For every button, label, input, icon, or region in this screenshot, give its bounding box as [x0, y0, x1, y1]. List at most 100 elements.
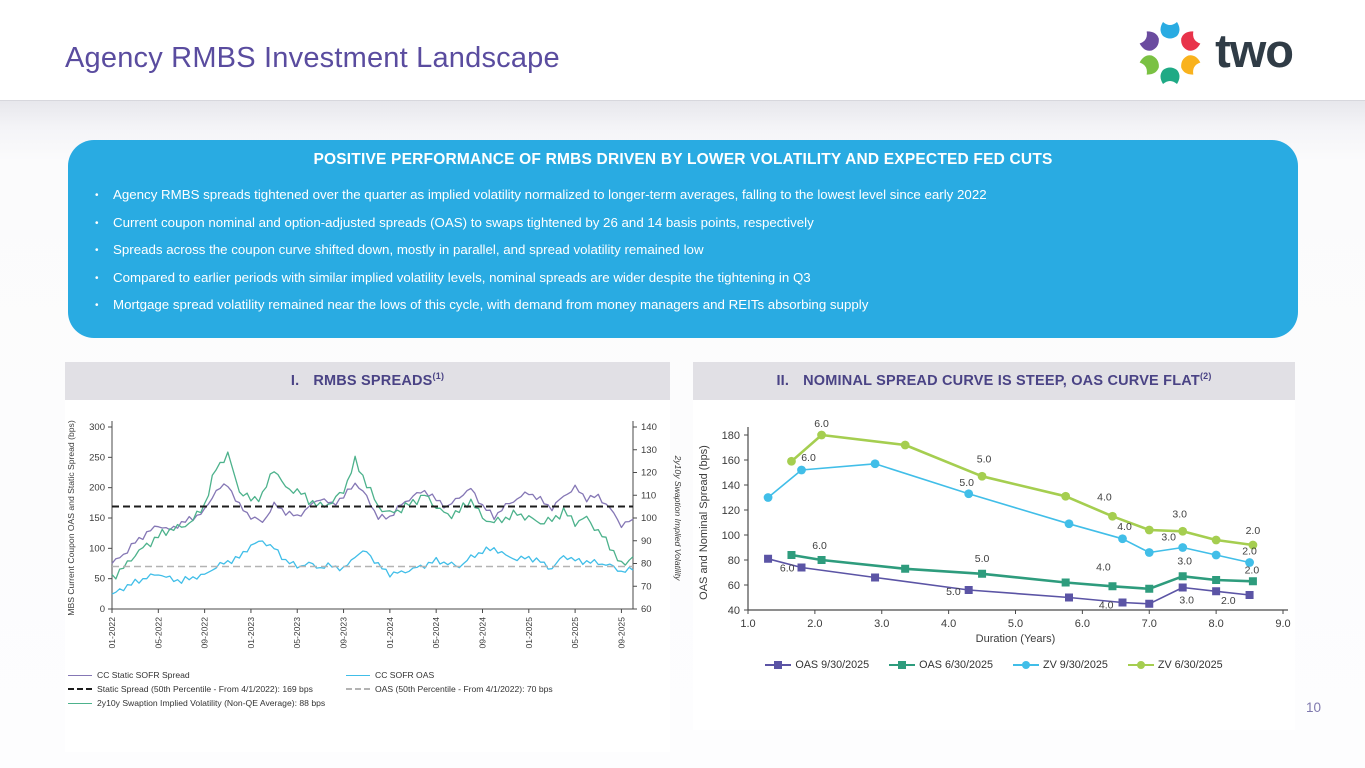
svg-text:6.0: 6.0	[801, 452, 816, 464]
legend-item: ZV 6/30/2025	[1127, 657, 1223, 673]
footnote-marker-1: (1)	[432, 371, 445, 382]
panel-left-header: I. RMBS SPREADS(1)	[65, 362, 670, 400]
panel-right-header: II. NOMINAL SPREAD CURVE IS STEEP, OAS C…	[693, 362, 1295, 400]
svg-text:4.0: 4.0	[1096, 561, 1111, 573]
legend-item: 2y10y Swaption Implied Volatility (Non-Q…	[68, 696, 344, 710]
legend-label: 2y10y Swaption Implied Volatility (Non-Q…	[97, 698, 326, 708]
svg-text:5.0: 5.0	[959, 477, 974, 489]
legend-column-2: CC SOFR OAS OAS (50th Percentile - From 4…	[346, 668, 646, 696]
svg-text:120: 120	[641, 468, 657, 479]
svg-text:2y10y Swaption Implied Volatil: 2y10y Swaption Implied Volatility	[673, 455, 683, 582]
svg-text:300: 300	[89, 422, 105, 433]
svg-text:8.0: 8.0	[1208, 618, 1223, 630]
panel-left-body: 0 50 100 150 200 250 300 60 70 80 90 100 110 120 130 14…	[65, 400, 683, 752]
rmbs-spreads-chart: 0 50 100 150 200 250 300 60 70 80 90 100 110 120 130 14…	[66, 420, 683, 649]
svg-text:70: 70	[641, 581, 652, 592]
svg-text:2.0: 2.0	[807, 618, 822, 630]
circle-marker-swatch	[1127, 660, 1154, 670]
svg-text:50: 50	[94, 574, 105, 585]
line-swatch	[346, 674, 370, 676]
callout-bullet-3: Spreads across the coupon curve shifted …	[68, 236, 1298, 264]
svg-text:OAS and Nominal Spread (bps): OAS and Nominal Spread (bps)	[698, 445, 710, 600]
summary-callout: POSITIVE PERFORMANCE OF RMBS DRIVEN BY L…	[68, 140, 1298, 338]
svg-text:3.0: 3.0	[874, 618, 889, 630]
svg-text:01-2023: 01-2023	[246, 617, 256, 649]
svg-text:60: 60	[641, 604, 652, 615]
panel-left-title: RMBS SPREADS(1)	[313, 371, 445, 389]
svg-text:4.0: 4.0	[1099, 600, 1114, 612]
svg-text:2.0: 2.0	[1246, 525, 1261, 537]
panel-left-numeral: I.	[290, 373, 300, 389]
svg-text:200: 200	[89, 483, 105, 494]
dashed-line-swatch	[346, 688, 370, 690]
svg-text:09-2023: 09-2023	[339, 617, 349, 649]
svg-text:140: 140	[641, 422, 657, 433]
svg-text:05-2023: 05-2023	[292, 617, 302, 649]
legend-item: OAS (50th Percentile - From 4/1/2022): 7…	[346, 682, 646, 696]
legend-label: CC Static SOFR Spread	[97, 670, 190, 680]
legend-label: ZV 9/30/2025	[1043, 659, 1108, 671]
svg-text:01-2022: 01-2022	[107, 617, 117, 649]
line-swatch	[68, 702, 92, 704]
line-swatch	[68, 674, 92, 676]
legend-item: OAS 6/30/2025	[889, 657, 993, 673]
legend-item: ZV 9/30/2025	[1013, 657, 1108, 673]
header-divider	[0, 100, 1365, 101]
legend-label: Static Spread (50th Percentile - From 4/…	[97, 684, 313, 694]
svg-text:05-2024: 05-2024	[431, 617, 441, 649]
panel-right-numeral: II.	[776, 373, 790, 389]
legend-item: OAS 9/30/2025	[765, 657, 869, 673]
svg-text:01-2024: 01-2024	[385, 617, 395, 649]
svg-text:80: 80	[641, 559, 652, 570]
page-number: 10	[1305, 700, 1321, 715]
logo-wordmark: two	[1215, 23, 1294, 77]
svg-text:140: 140	[722, 480, 740, 492]
svg-text:100: 100	[89, 543, 105, 554]
legend-column-1: CC Static SOFR Spread Static Spread (50th…	[68, 668, 344, 710]
svg-text:180: 180	[722, 430, 740, 442]
svg-text:0: 0	[100, 604, 105, 615]
svg-text:3.0: 3.0	[1179, 595, 1194, 607]
svg-text:40: 40	[728, 605, 740, 617]
svg-text:2.0: 2.0	[1242, 546, 1257, 558]
svg-text:09-2025: 09-2025	[616, 617, 626, 649]
legend-label: CC SOFR OAS	[375, 670, 435, 680]
legend-label: OAS 6/30/2025	[919, 659, 993, 671]
panel-spread-curve: II. NOMINAL SPREAD CURVE IS STEEP, OAS C…	[693, 362, 1295, 730]
svg-text:2.0: 2.0	[1221, 595, 1236, 607]
svg-text:09-2022: 09-2022	[200, 617, 210, 649]
svg-text:110: 110	[641, 490, 656, 501]
svg-text:6.0: 6.0	[1075, 618, 1090, 630]
callout-bullet-1: Agency RMBS spreads tightened over the q…	[68, 181, 1298, 209]
svg-text:100: 100	[641, 513, 657, 524]
svg-text:05-2022: 05-2022	[153, 617, 163, 649]
page-title: Agency RMBS Investment Landscape	[65, 42, 560, 74]
panel-right-title: NOMINAL SPREAD CURVE IS STEEP, OAS CURVE…	[803, 371, 1212, 389]
svg-text:9.0: 9.0	[1275, 618, 1290, 630]
svg-text:7.0: 7.0	[1142, 618, 1157, 630]
svg-text:3.0: 3.0	[1161, 532, 1176, 544]
svg-text:5.0: 5.0	[946, 586, 961, 598]
callout-bullet-list: Agency RMBS spreads tightened over the q…	[68, 181, 1298, 319]
svg-text:05-2025: 05-2025	[570, 617, 580, 649]
svg-text:250: 250	[89, 452, 105, 463]
svg-text:2.0: 2.0	[1245, 564, 1260, 576]
svg-text:90: 90	[641, 536, 652, 547]
svg-text:3.0: 3.0	[1177, 555, 1192, 567]
svg-text:1.0: 1.0	[740, 618, 755, 630]
svg-text:160: 160	[722, 455, 740, 467]
legend-label: OAS 9/30/2025	[795, 659, 870, 671]
dashed-line-swatch	[68, 688, 92, 690]
svg-text:100: 100	[722, 530, 740, 542]
svg-text:09-2024: 09-2024	[477, 617, 487, 649]
svg-text:5.0: 5.0	[977, 453, 992, 465]
svg-text:130: 130	[641, 445, 657, 456]
svg-text:80: 80	[728, 555, 740, 567]
svg-text:MBS Current Coupon OAS and Sta: MBS Current Coupon OAS and Static Spread…	[66, 420, 76, 616]
square-marker-swatch	[889, 660, 916, 670]
circle-marker-swatch	[1013, 660, 1039, 670]
svg-text:5.0: 5.0	[1008, 618, 1023, 630]
legend-item: Static Spread (50th Percentile - From 4/…	[68, 682, 344, 696]
svg-text:60: 60	[728, 580, 740, 592]
